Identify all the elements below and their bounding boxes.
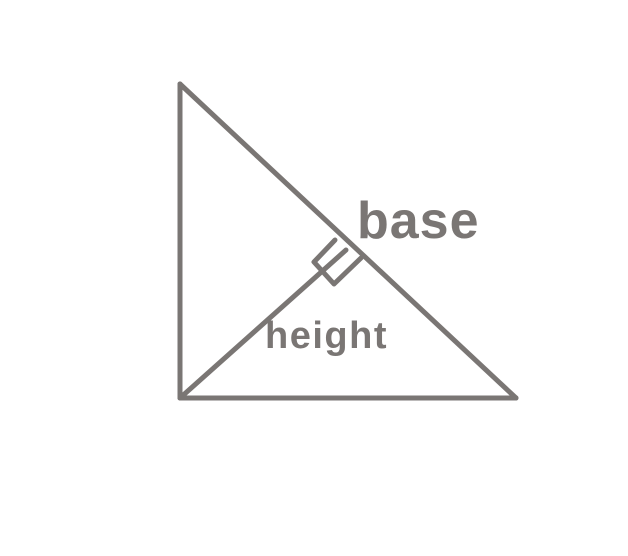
base-label: base xyxy=(357,192,480,250)
height-label: height xyxy=(265,315,388,357)
height-line xyxy=(177,247,349,401)
hypotenuse-base xyxy=(177,81,519,401)
right-angle-marker xyxy=(311,237,364,287)
